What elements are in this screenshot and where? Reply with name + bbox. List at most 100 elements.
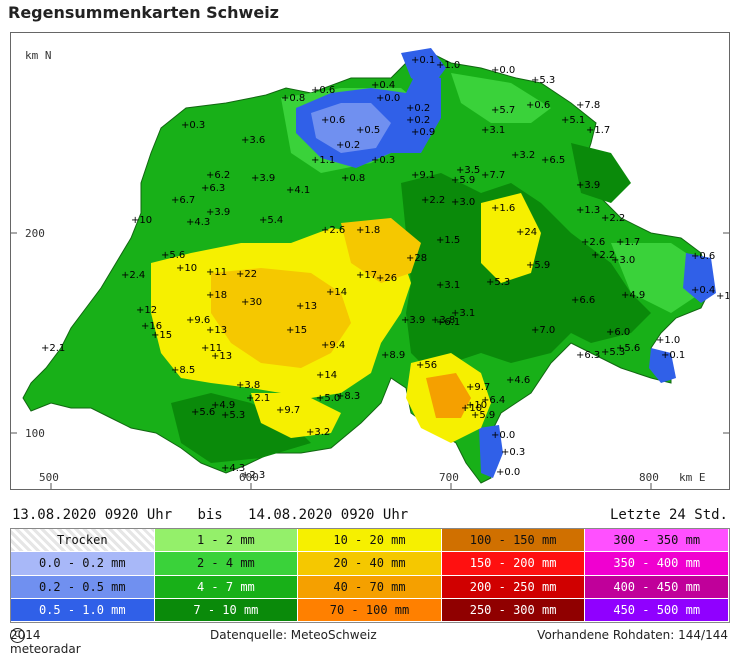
x-axis-unit: km E: [679, 471, 706, 484]
station-value: +0.8: [341, 173, 365, 184]
station-value: +1.7: [586, 125, 610, 136]
station-value: +2.3: [241, 470, 265, 481]
station-value-label: +0.1: [411, 55, 435, 66]
station-value-label: +5.4: [259, 215, 283, 226]
station-value: +3.1: [436, 280, 460, 291]
period-from: 13.08.2020 0920 Uhr: [12, 507, 173, 523]
station-value: +18: [206, 290, 227, 301]
station-value-label: +10: [466, 400, 487, 411]
station-value: +0.3: [501, 447, 525, 458]
station-value-label: +13: [296, 301, 317, 312]
station-value-label: +3.9: [576, 180, 600, 191]
station-value: +6.5: [541, 155, 565, 166]
legend-item: 150 - 200 mm: [441, 552, 586, 576]
copyright-text: 2014 meteoradar: [10, 628, 81, 656]
legend-item: 70 - 100 mm: [298, 598, 442, 622]
station-value: +14: [326, 287, 347, 298]
station-value-label: +3.9: [251, 173, 275, 184]
station-value-label: +0.3: [181, 120, 205, 131]
station-value: +10: [131, 215, 152, 226]
station-value-label: +0.1: [661, 350, 685, 361]
station-value-label: +5.9: [451, 175, 475, 186]
station-value-label: +11: [201, 343, 222, 354]
station-value-label: +0.2: [406, 115, 430, 126]
station-value: +2.2: [601, 213, 625, 224]
station-value: +6.7: [171, 195, 195, 206]
station-value-label: +6.3: [201, 183, 225, 194]
station-value: +2.2: [421, 195, 445, 206]
station-value: +26: [376, 273, 397, 284]
station-value-label: +0.2: [336, 140, 360, 151]
station-value: +6.3: [576, 350, 600, 361]
station-value: +3.2: [306, 427, 330, 438]
station-value-label: +0.0: [491, 65, 515, 76]
station-value-label: +2.3: [241, 470, 265, 481]
station-value-label: +5.6: [191, 407, 215, 418]
legend-item: 0.0 - 0.2 mm: [11, 552, 155, 576]
station-value-label: +7.7: [481, 170, 505, 181]
station-value-label: +0.4: [691, 285, 715, 296]
station-value-label: +17: [356, 270, 377, 281]
station-value: +8.9: [381, 350, 405, 361]
x-tick-700: 700: [439, 471, 459, 484]
station-value-label: +1.0: [656, 335, 680, 346]
station-value-label: +13: [206, 325, 227, 336]
station-value: +0.4: [691, 285, 715, 296]
map-ticks: [11, 232, 729, 489]
station-value: +13: [211, 351, 232, 362]
x-tick-500: 500: [39, 471, 59, 484]
station-value: +1.7: [616, 237, 640, 248]
station-value-label: +0.0: [491, 430, 515, 441]
station-value-label: +13: [211, 351, 232, 362]
legend-item: 450 - 500 mm: [585, 598, 729, 622]
station-value-label: +3.1: [451, 308, 475, 319]
legend-item: 300 - 350 mm: [585, 529, 729, 553]
station-value-label: +3.0: [451, 197, 475, 208]
station-value: +13: [206, 325, 227, 336]
rain-zone-10-20mm-sw: [251, 393, 341, 438]
station-value: +3.1: [481, 125, 505, 136]
station-value: +0.5: [356, 125, 380, 136]
station-value: +3.9: [401, 315, 425, 326]
station-value: +0.0: [496, 467, 520, 478]
precipitation-map[interactable]: +0.1 +1.0 +0.0 +5.3 +0.6 +0.4 +0.0 +0.8 +0.2 +0.2…: [10, 32, 730, 490]
legend-item: 4 - 7 mm: [154, 575, 299, 599]
station-value-label: +2.2: [591, 250, 615, 261]
station-value-label: +2.4: [121, 270, 145, 281]
station-value: +1.5: [436, 235, 460, 246]
station-value: +0.6: [321, 115, 345, 126]
rain-zone-1-2mm-se: [611, 243, 701, 313]
station-value: +9.1: [411, 170, 435, 181]
station-value: +8.3: [336, 391, 360, 402]
legend-item: 20 - 40 mm: [298, 552, 442, 576]
station-value-label: +7.0: [531, 325, 555, 336]
station-value-label: +2.6: [321, 225, 345, 236]
station-value: +5.9: [471, 410, 495, 421]
rain-zone-south: [171, 393, 311, 463]
station-value-label: +0.4: [371, 80, 395, 91]
station-value-label: +0.0: [376, 93, 400, 104]
station-value: +3.1: [451, 308, 475, 319]
station-value-label: +2.1: [246, 393, 270, 404]
legend-item: 350 - 400 mm: [585, 552, 729, 576]
station-value-label: +4.9: [211, 400, 235, 411]
station-value-label: +6.1: [436, 317, 460, 328]
station-value-label: +10: [131, 215, 152, 226]
station-value: +15: [286, 325, 307, 336]
precipitation-legend: Trocken 1 - 2 mm 10 - 20 mm 100 - 150 mm 300…: [10, 528, 730, 623]
station-value: +4.9: [211, 400, 235, 411]
station-value: +11: [201, 343, 222, 354]
station-value-label: +8.5: [171, 365, 195, 376]
station-value: +2.6: [581, 237, 605, 248]
legend-item: 2 - 4 mm: [154, 552, 299, 576]
station-value: +9.7: [276, 405, 300, 416]
station-value: +0.9: [411, 127, 435, 138]
station-value: +10: [461, 403, 482, 414]
rain-zone-east: [571, 143, 631, 203]
station-value: +22: [236, 269, 257, 280]
station-value-label: +0.6: [526, 100, 550, 111]
station-value: +1.6: [491, 203, 515, 214]
station-value-label: +3.5: [456, 165, 480, 176]
legend-item: 10 - 20 mm: [298, 529, 442, 553]
station-value: +1.0: [656, 335, 680, 346]
